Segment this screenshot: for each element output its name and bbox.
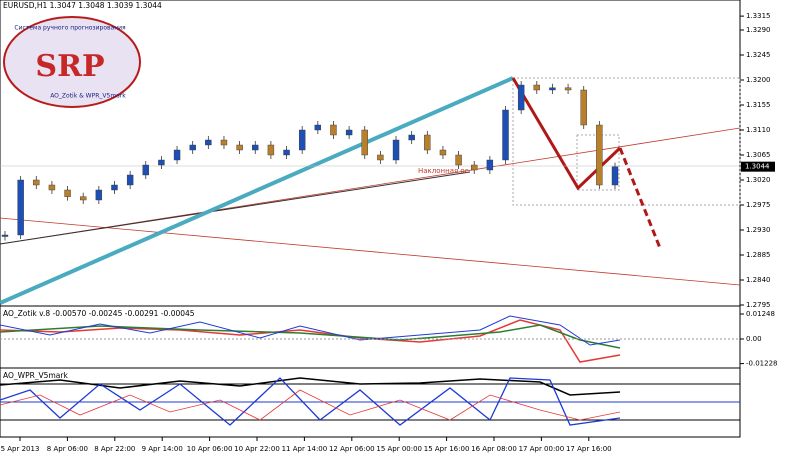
time-label: 10 Apr 06:00 bbox=[187, 445, 233, 453]
logo-ellipse bbox=[3, 16, 141, 108]
candle bbox=[611, 166, 619, 186]
candle bbox=[408, 134, 415, 141]
candle bbox=[392, 139, 400, 161]
candle bbox=[549, 87, 556, 91]
indicator-label: 0.01248 bbox=[746, 310, 775, 318]
logo-text: AO_Zotik & WPR_V5mark bbox=[50, 93, 126, 100]
candle bbox=[517, 84, 525, 111]
logo-text: Система ручного прогнозирования bbox=[14, 25, 126, 32]
candle bbox=[424, 134, 431, 151]
candle bbox=[533, 84, 540, 91]
price-label: 1.2975 bbox=[746, 201, 771, 209]
candle bbox=[345, 129, 353, 136]
candle bbox=[64, 189, 71, 197]
candle bbox=[48, 184, 56, 191]
dynamic-layer: 1.3315 1.3290 1.3245 1.3200 1.3155 1.3110 1.30… bbox=[0, 12, 777, 453]
price-label: 1.3155 bbox=[746, 101, 771, 109]
candle bbox=[173, 149, 181, 161]
price-label: 1.2885 bbox=[746, 251, 771, 259]
price-label: 1.2930 bbox=[746, 226, 771, 234]
candle bbox=[252, 144, 259, 151]
price-label: 1.3020 bbox=[746, 176, 771, 184]
indicator-curve bbox=[0, 389, 621, 421]
time-label: 8 Apr 22:00 bbox=[94, 445, 135, 453]
candle bbox=[33, 179, 40, 186]
candle bbox=[267, 144, 275, 156]
candle bbox=[455, 154, 462, 166]
candle bbox=[361, 129, 368, 156]
time-label: 17 Apr 00:00 bbox=[519, 445, 565, 453]
candle bbox=[80, 196, 87, 201]
indicator-curve bbox=[0, 377, 621, 396]
indicator-title: AO_Zotik v.8 -0.00570 -0.00245 -0.00291 … bbox=[3, 309, 195, 318]
indicator-curve bbox=[0, 377, 621, 426]
time-label: 9 Apr 14:00 bbox=[142, 445, 183, 453]
candle bbox=[283, 149, 290, 156]
time-label: 16 Apr 08:00 bbox=[471, 445, 517, 453]
candle bbox=[439, 149, 447, 156]
price-label: 1.3290 bbox=[746, 26, 771, 34]
time-label: 11 Apr 14:00 bbox=[282, 445, 328, 453]
candle bbox=[596, 124, 603, 186]
candle bbox=[330, 124, 337, 136]
candle bbox=[142, 164, 149, 176]
price-label: 1.3315 bbox=[746, 12, 771, 20]
price-label: 1.3065 bbox=[746, 151, 771, 159]
candle bbox=[95, 189, 103, 201]
candle bbox=[298, 129, 306, 151]
time-label: 5 Apr 2013 bbox=[1, 445, 40, 453]
price-label: 1.3110 bbox=[746, 126, 771, 134]
candle bbox=[17, 179, 24, 236]
time-label: 17 Apr 16:00 bbox=[566, 445, 612, 453]
chart-header: EURUSD,H1 1.3047 1.3048 1.3039 1.3044 bbox=[3, 1, 162, 10]
candle bbox=[205, 139, 212, 146]
candle bbox=[220, 139, 228, 146]
candle bbox=[580, 89, 587, 126]
annotation: Наклонная ос bbox=[418, 167, 469, 175]
candle bbox=[1, 234, 9, 237]
candle bbox=[377, 154, 384, 161]
candle bbox=[158, 159, 165, 166]
candle bbox=[189, 144, 196, 151]
price-label: 1.3245 bbox=[746, 51, 771, 59]
candle bbox=[314, 124, 322, 131]
price-label: 1.3200 bbox=[746, 76, 771, 84]
indicator-curve bbox=[0, 315, 621, 346]
trend-line bbox=[0, 171, 471, 245]
price-label: 1.2795 bbox=[746, 301, 771, 309]
candle bbox=[471, 164, 478, 171]
projection-line bbox=[618, 147, 662, 249]
time-label: 15 Apr 00:00 bbox=[376, 445, 422, 453]
range-box bbox=[512, 77, 741, 206]
trend-line bbox=[0, 217, 741, 286]
current-price-box bbox=[741, 161, 775, 172]
time-label: 10 Apr 22:00 bbox=[234, 445, 280, 453]
candle bbox=[486, 159, 494, 171]
current-price-label: 1.3044 bbox=[745, 163, 770, 171]
time-label: 15 Apr 16:00 bbox=[424, 445, 470, 453]
indicator-title: AO_WPR_V5mark bbox=[3, 371, 68, 380]
candle bbox=[564, 87, 572, 91]
price-label: 1.2840 bbox=[746, 276, 771, 284]
indicator-label: 0.00 bbox=[746, 335, 762, 343]
indicator-curve bbox=[0, 324, 621, 349]
candle bbox=[111, 184, 118, 191]
candle bbox=[502, 109, 509, 161]
time-label: 12 Apr 06:00 bbox=[329, 445, 375, 453]
candle bbox=[236, 144, 243, 151]
logo: SRP Система ручного прогнозирования AO_Z… bbox=[3, 16, 141, 108]
candle bbox=[126, 174, 134, 186]
wave-line bbox=[0, 76, 514, 305]
wave-line bbox=[511, 77, 622, 191]
logo-title: SRP bbox=[35, 49, 104, 84]
time-label: 8 Apr 06:00 bbox=[47, 445, 88, 453]
indicator-label: -0.01228 bbox=[746, 360, 777, 368]
